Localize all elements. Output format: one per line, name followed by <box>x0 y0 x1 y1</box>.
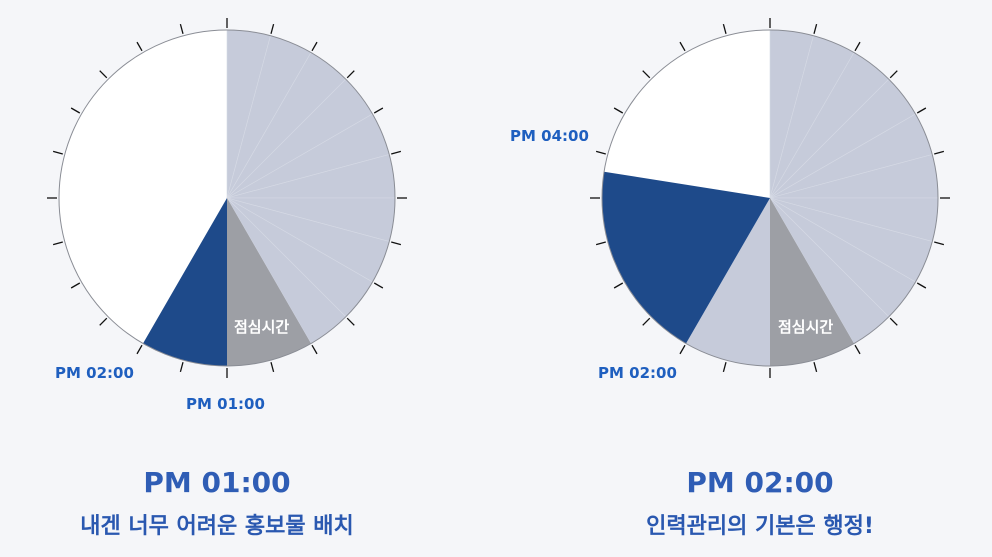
left-clock-empty-slice <box>59 30 228 344</box>
left-clock-current-slice <box>143 198 227 366</box>
left-clock-tick <box>373 107 384 114</box>
left-clock-tick <box>70 282 81 289</box>
right-clock-tick <box>642 70 651 79</box>
right-clock-tick <box>916 282 927 289</box>
right-clock-tick <box>613 107 624 114</box>
left-clock-rim <box>58 29 396 367</box>
left-clock-tick <box>391 241 402 246</box>
right-clock-tick <box>813 23 818 34</box>
left-clock-tick <box>52 150 63 155</box>
left-clock-tick <box>311 41 318 52</box>
left-clock-tick <box>346 70 355 79</box>
right-clock-current-slice <box>602 171 770 344</box>
left-clock-tick <box>136 344 143 355</box>
left-clock-lunch-label: 점심시간 <box>234 318 289 336</box>
right-clock-time-label-start: PM 02:00 <box>598 364 677 382</box>
left-clock-time-label-end: PM 02:00 <box>55 364 134 382</box>
left-clock-filled-slice <box>226 29 396 344</box>
left-clock-tick <box>70 107 81 114</box>
right-clock-tick <box>813 362 818 373</box>
right-clock-filled-after-lunch-slice <box>686 198 770 366</box>
right-caption-text: 인력관리의 기본은 행정! <box>646 514 874 539</box>
left-clock-ticks <box>47 18 407 378</box>
right-clock-lunch-slice <box>770 198 854 366</box>
left-clock-tick <box>346 317 355 326</box>
right-clock-time-label-end: PM 04:00 <box>510 127 589 145</box>
right-clock-tick <box>889 70 898 79</box>
right-clock-tick <box>934 241 945 246</box>
right-clock: 점심시간 PM 04:00 PM 02:00 PM 02:00 인력관리의 기본… <box>510 18 950 539</box>
left-clock-time-label-start: PM 01:00 <box>186 395 265 413</box>
left-clock-tick <box>373 282 384 289</box>
right-clock-tick <box>722 362 727 373</box>
right-clock-tick <box>613 282 624 289</box>
left-clock-tick <box>179 362 184 373</box>
right-clock-tick <box>934 150 945 155</box>
right-clock-tick <box>595 150 606 155</box>
right-clock-filled-slice <box>769 29 939 344</box>
left-clock-tick <box>391 150 402 155</box>
left-clock-tick <box>99 70 108 79</box>
right-clock-tick <box>916 107 927 114</box>
right-clock-empty-slice <box>604 30 770 198</box>
right-clock-lunch-label: 점심시간 <box>778 318 833 336</box>
right-clock-ticks <box>590 18 950 378</box>
left-clock-tick <box>270 362 275 373</box>
left-clock: 점심시간 PM 02:00 PM 01:00 PM 01:00 내겐 너무 어려… <box>47 18 407 539</box>
right-clock-tick <box>642 317 651 326</box>
left-caption-text: 내겐 너무 어려운 홍보물 배치 <box>80 514 354 539</box>
right-clock-tick <box>679 344 686 355</box>
right-clock-tick <box>679 41 686 52</box>
right-clock-tick <box>889 317 898 326</box>
right-clock-tick <box>854 41 861 52</box>
right-clock-tick <box>854 344 861 355</box>
right-clock-tick <box>595 241 606 246</box>
left-clock-tick <box>270 23 275 34</box>
right-clock-rim <box>601 29 939 367</box>
left-caption-time: PM 01:00 <box>143 466 290 499</box>
left-clock-tick <box>311 344 318 355</box>
left-clock-lunch-slice <box>227 198 311 366</box>
left-clock-tick <box>136 41 143 52</box>
left-clock-tick <box>179 23 184 34</box>
right-clock-tick <box>722 23 727 34</box>
left-clock-tick <box>99 317 108 326</box>
left-clock-tick <box>52 241 63 246</box>
right-caption-time: PM 02:00 <box>686 466 833 499</box>
